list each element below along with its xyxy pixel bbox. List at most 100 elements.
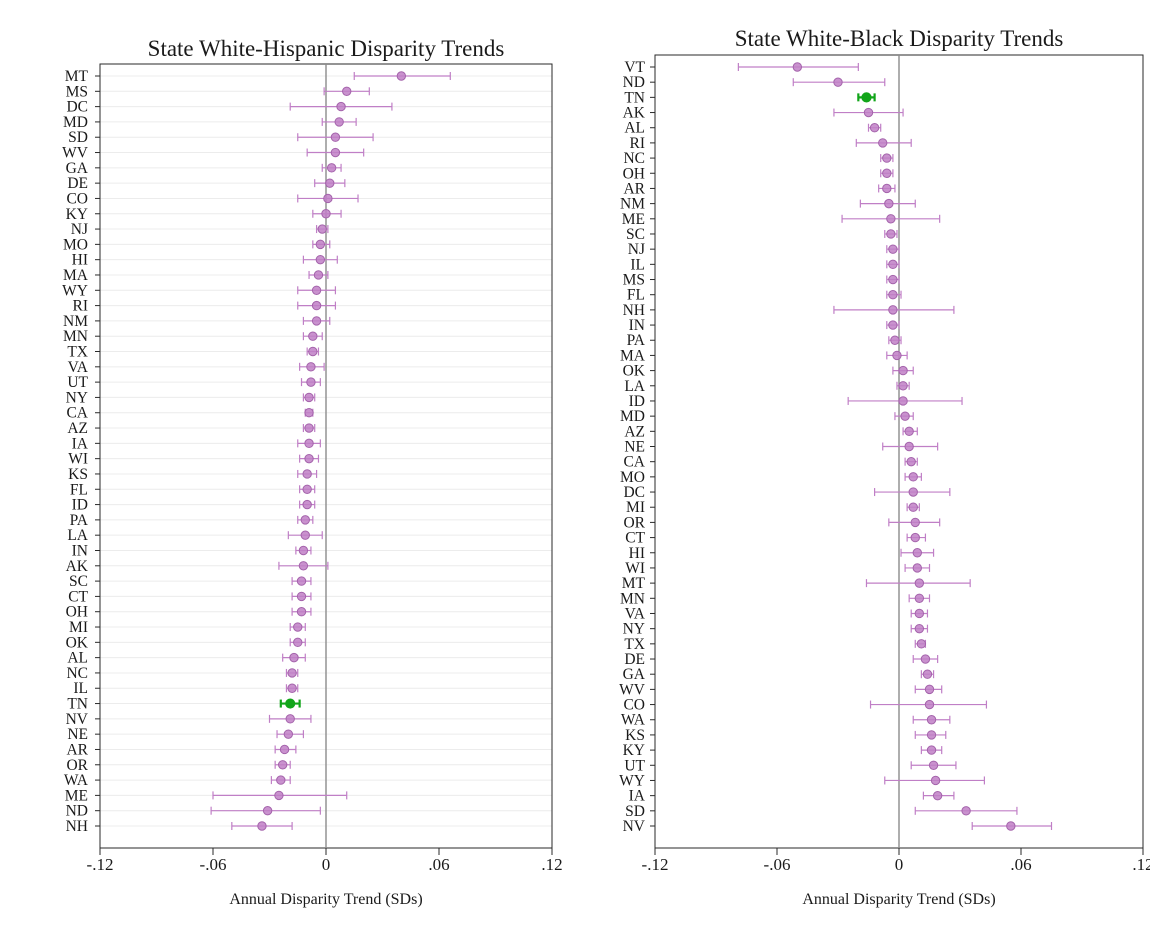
point-ca bbox=[906, 456, 916, 467]
point-nh bbox=[888, 305, 898, 315]
point-ny bbox=[914, 623, 925, 634]
state-label-ar: AR bbox=[623, 180, 645, 197]
point-ut bbox=[928, 760, 939, 770]
state-label-wi: WI bbox=[625, 560, 645, 577]
state-label-hi: HI bbox=[629, 545, 645, 562]
point-tn bbox=[285, 698, 296, 709]
point-va bbox=[306, 362, 316, 372]
point-la bbox=[300, 530, 310, 540]
state-label-nj: NJ bbox=[628, 241, 645, 258]
point-la bbox=[898, 381, 908, 391]
point-mt bbox=[914, 578, 925, 588]
state-label-mt: MT bbox=[622, 575, 646, 592]
state-label-al: AL bbox=[67, 650, 88, 667]
point-fl bbox=[302, 484, 312, 494]
point-mn bbox=[914, 593, 925, 603]
state-label-md: MD bbox=[63, 114, 88, 131]
point-ma bbox=[892, 350, 902, 361]
point-ne bbox=[283, 729, 294, 739]
state-label-az: AZ bbox=[624, 423, 645, 440]
state-label-wa: WA bbox=[64, 772, 89, 789]
state-label-dc: DC bbox=[623, 484, 645, 501]
point-ma bbox=[313, 270, 324, 280]
state-label-ny: NY bbox=[66, 389, 88, 406]
state-label-ri: RI bbox=[630, 135, 646, 152]
point-ia bbox=[304, 438, 314, 449]
state-label-nm: NM bbox=[63, 313, 88, 330]
state-label-in: IN bbox=[629, 317, 645, 334]
point-az bbox=[304, 423, 314, 433]
point-de bbox=[920, 654, 931, 664]
state-label-la: LA bbox=[624, 378, 645, 395]
state-label-mo: MO bbox=[620, 469, 645, 486]
point-mi bbox=[908, 502, 918, 512]
point-nm bbox=[311, 316, 322, 326]
x-tick-label: .12 bbox=[1132, 855, 1150, 874]
state-label-nc: NC bbox=[66, 665, 88, 682]
state-label-de: DE bbox=[624, 651, 645, 668]
state-label-tx: TX bbox=[67, 344, 88, 361]
point-id bbox=[898, 396, 908, 406]
state-label-mi: MI bbox=[69, 619, 88, 636]
state-label-vt: VT bbox=[624, 59, 645, 76]
point-md bbox=[334, 117, 344, 127]
point-me bbox=[274, 790, 284, 801]
point-sd bbox=[330, 132, 341, 142]
state-label-ak: AK bbox=[623, 105, 646, 122]
state-label-ga: GA bbox=[66, 160, 89, 177]
chart-title: State White-Hispanic Disparity Trends bbox=[148, 36, 505, 61]
state-label-id: ID bbox=[72, 497, 88, 514]
state-label-al: AL bbox=[624, 120, 645, 137]
state-label-ut: UT bbox=[624, 757, 645, 774]
state-label-me: ME bbox=[65, 787, 88, 804]
point-fl bbox=[888, 290, 898, 300]
point-nd bbox=[262, 805, 273, 816]
x-tick-label: -.06 bbox=[200, 855, 227, 874]
point-ny bbox=[304, 392, 314, 403]
point-wi bbox=[912, 563, 922, 573]
black-disparity-chart: State White-Black Disparity Trends -.12 -.… bbox=[619, 26, 1150, 908]
point-ca bbox=[304, 408, 314, 418]
point-ut bbox=[306, 377, 316, 387]
state-label-va: VA bbox=[68, 359, 89, 376]
state-label-oh: OH bbox=[623, 165, 645, 182]
state-label-nm: NM bbox=[620, 196, 645, 213]
point-wv bbox=[330, 147, 341, 158]
point-ms bbox=[888, 274, 898, 285]
state-label-in: IN bbox=[72, 542, 88, 559]
hispanic-disparity-panel: State White-Hispanic Disparity Trends -.1… bbox=[62, 36, 562, 908]
black-disparity-panel: State White-Black Disparity Trends -.12 -.… bbox=[575, 0, 1150, 929]
point-ri bbox=[311, 300, 322, 311]
x-tick-label: .12 bbox=[541, 855, 562, 874]
point-or bbox=[910, 517, 920, 528]
point-nc bbox=[882, 153, 892, 163]
point-ky bbox=[321, 209, 331, 219]
point-ks bbox=[926, 730, 937, 740]
point-ga bbox=[326, 163, 337, 173]
point-ga bbox=[922, 669, 933, 679]
point-wa bbox=[926, 715, 937, 725]
state-label-co: CO bbox=[66, 190, 88, 207]
state-label-nd: ND bbox=[66, 803, 88, 820]
point-tx bbox=[916, 639, 927, 649]
state-label-ma: MA bbox=[63, 267, 89, 284]
point-mn bbox=[308, 331, 318, 341]
state-label-ia: IA bbox=[72, 435, 89, 452]
state-label-mi: MI bbox=[626, 499, 645, 516]
point-nj bbox=[888, 244, 898, 254]
state-label-ks: KS bbox=[68, 466, 88, 483]
state-label-ne: NE bbox=[624, 439, 645, 456]
point-hi bbox=[315, 254, 326, 265]
point-pa bbox=[890, 335, 900, 345]
state-label-ca: CA bbox=[66, 405, 88, 422]
x-tick-label: -.12 bbox=[642, 855, 669, 874]
hispanic-disparity-chart: State White-Hispanic Disparity Trends -.1… bbox=[62, 36, 562, 908]
state-label-nd: ND bbox=[623, 74, 645, 91]
state-label-fl: FL bbox=[70, 481, 88, 498]
point-il bbox=[287, 683, 297, 693]
state-label-il: IL bbox=[73, 680, 88, 697]
point-sd bbox=[961, 806, 971, 816]
state-label-wa: WA bbox=[621, 712, 646, 729]
state-label-nv: NV bbox=[623, 818, 646, 835]
state-label-ut: UT bbox=[67, 374, 88, 391]
